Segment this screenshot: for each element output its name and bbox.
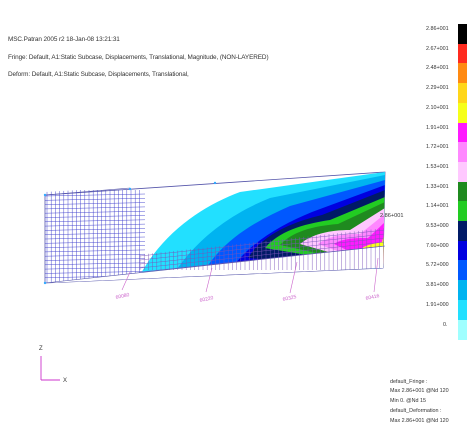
- legend-swatch: [458, 299, 467, 320]
- legend-label: 1.72+001: [426, 144, 449, 151]
- node-dots: [43, 181, 217, 285]
- legend-swatch: [458, 221, 467, 242]
- legend-label: 1.53+001: [426, 163, 449, 170]
- legend-label: 1.33+001: [426, 183, 449, 190]
- axis-x-label: X: [63, 378, 67, 384]
- legend-label: 2.48+001: [426, 65, 449, 72]
- legend-label: 0.: [443, 321, 448, 328]
- legend-label: 2.10+001: [426, 104, 449, 111]
- legend-swatch: [458, 240, 467, 261]
- legend-swatch: [458, 63, 467, 84]
- legend-swatch: [458, 319, 467, 340]
- node-label: 60220: [199, 295, 214, 304]
- node-label: 60416: [365, 293, 380, 302]
- legend-swatch: [458, 122, 467, 143]
- legend-label: 1.91+000: [426, 301, 449, 308]
- mesh-bottom: [139, 228, 385, 273]
- legend-swatch: [458, 83, 467, 104]
- legend-swatch: [458, 142, 467, 163]
- node-label: 60325: [282, 294, 297, 303]
- footer-deform-title: default_Deformation :: [390, 408, 442, 414]
- legend-label: 3.81+000: [426, 282, 449, 289]
- legend-swatch: [458, 161, 467, 183]
- legend-label: 7.60+000: [426, 242, 449, 249]
- legend-swatch: [458, 24, 467, 45]
- legend-label: 1.91+001: [426, 124, 449, 131]
- undeformed-edge: [44, 245, 386, 284]
- node-label: 60080: [115, 292, 130, 301]
- footer-fringe-title: default_Fringe :: [390, 379, 428, 385]
- legend-label: 9.53+000: [426, 223, 449, 229]
- node-pointers: [121, 257, 379, 294]
- fringe-description: Fringe: Default, A1:Static Subcase, Disp…: [8, 54, 269, 61]
- legend-label: 1.14+001: [426, 203, 449, 210]
- legend-swatch: [458, 201, 467, 222]
- legend-swatch: [458, 102, 467, 123]
- axis-z-label: Z: [39, 346, 43, 352]
- legend-swatch: [458, 181, 467, 202]
- max-value-marker: 2.86+001: [380, 213, 404, 219]
- legend-label: 2.29+001: [426, 85, 449, 92]
- coordinate-triad: Z X: [39, 346, 67, 384]
- legend-label: 2.67+001: [426, 45, 449, 52]
- footer-fringe-max: Max 2.86+001 @Nd 120: [390, 388, 449, 394]
- header-title: MSC.Patran 2005 r2 18-Jan-08 13:21:31: [8, 36, 120, 43]
- undeformed-edge: [44, 187, 131, 196]
- legend-swatch: [458, 260, 467, 281]
- mesh-left: [45, 190, 146, 283]
- footer-fringe-min: Min 0. @Nd 15: [390, 398, 427, 404]
- legend-label: 5.72+000: [426, 262, 449, 269]
- legend-label: 2.86+001: [426, 26, 449, 32]
- deform-description: Deform: Default, A1:Static Subcase, Disp…: [8, 71, 189, 78]
- footer-deform-max: Max 2.86+001 @Nd 120: [390, 418, 449, 424]
- legend-swatch: [458, 280, 467, 301]
- legend-swatch: [458, 43, 467, 64]
